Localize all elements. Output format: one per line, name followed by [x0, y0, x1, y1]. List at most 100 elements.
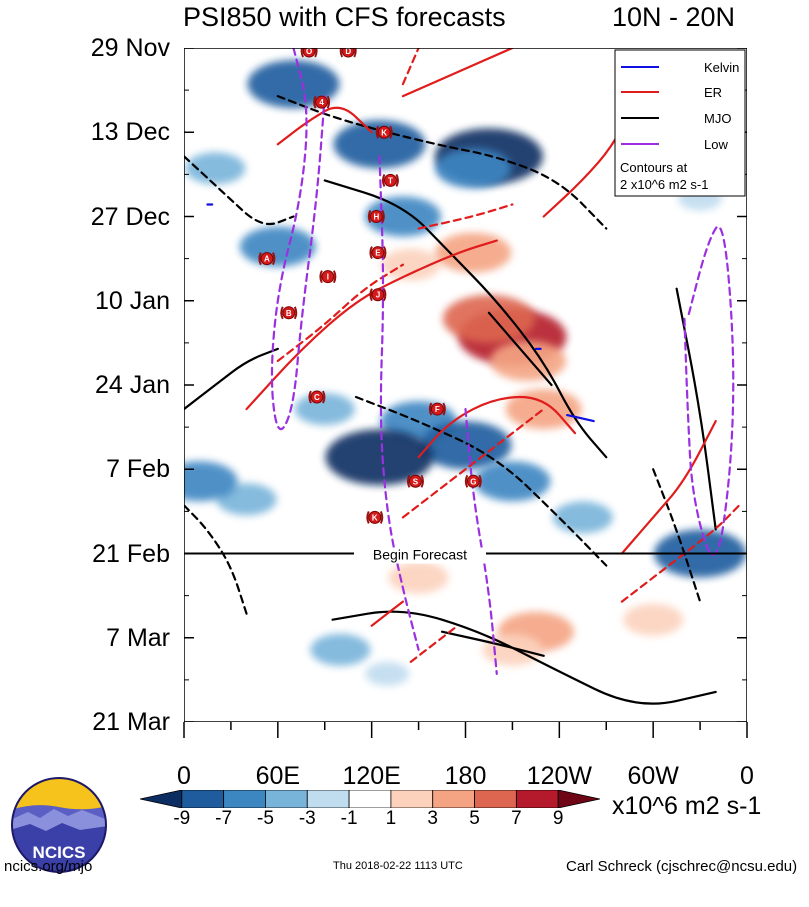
storm-label: G [470, 477, 476, 486]
storm-arm [379, 510, 384, 524]
latitude-band-label: 10N - 20N [612, 2, 736, 32]
storm-arm [353, 48, 357, 58]
legend-label-er: ER [704, 85, 722, 100]
anomaly-blob [435, 232, 512, 273]
contour-mjo [184, 155, 295, 226]
anomaly-blob [247, 60, 340, 109]
storm-dot [408, 474, 422, 488]
forecast-line-group: Begin Forecast [184, 547, 747, 564]
storm-label: C [314, 393, 320, 402]
storm-arm [293, 306, 298, 320]
storm-marker: I [319, 270, 337, 284]
contour-mjo [354, 395, 608, 567]
storm-arm [383, 288, 387, 302]
anomaly-blob [631, 336, 676, 361]
storm-label: K [372, 513, 378, 522]
colorbar-segment [432, 790, 475, 808]
storm-label: T [388, 176, 393, 185]
storm-label: H [373, 213, 379, 222]
anomaly-blob [435, 148, 512, 189]
storm-arm [339, 48, 344, 58]
storm-dot [430, 402, 444, 416]
storm-dot [260, 252, 274, 266]
storm-arm [375, 125, 380, 139]
storm-dot [369, 210, 383, 223]
legend-box [614, 49, 746, 197]
storm-label: O [306, 48, 312, 56]
storm-arm [367, 210, 372, 223]
anomaly-blob [442, 294, 535, 343]
logo-text: NCICS [33, 843, 86, 862]
hovmoller-plot: O D 4 K T H E A I J B C F S G K Begin Forecast Kelvin E… [184, 48, 747, 722]
storm-dot [341, 48, 355, 58]
chart-title: PSI850 with CFS forecasts [183, 2, 506, 32]
storm-label: B [286, 309, 292, 318]
contour-mjo [184, 504, 248, 615]
anomaly-blob [552, 501, 613, 534]
x-axis-ticks [183, 722, 748, 738]
y-tick-label: 29 Nov [90, 34, 170, 62]
storm-dot [383, 173, 397, 187]
footer-website-link[interactable]: ncics.org/mjo [4, 858, 93, 875]
colorbar-tick-label: -9 [173, 808, 191, 829]
contour-low [683, 225, 735, 556]
storm-label: A [264, 255, 270, 264]
storm-markers: O D 4 K T H E A I J B C F S G K [258, 48, 482, 524]
colorbar-tick-label: 1 [385, 808, 397, 829]
storm-marker: C [308, 390, 326, 404]
storm-marker: O [300, 48, 318, 58]
storm-marker: K [375, 125, 393, 139]
anomaly-blob [678, 637, 723, 662]
storm-marker: 4 [313, 95, 331, 109]
storm-arm [314, 48, 318, 58]
storm-marker: T [381, 173, 399, 187]
storm-arm [271, 252, 276, 266]
colorbar-segment [557, 790, 600, 808]
contour-mjo [675, 287, 717, 531]
storm-arm [308, 390, 312, 404]
y-tick-label: 21 Mar [92, 708, 170, 736]
storm-arm [313, 95, 317, 109]
storm-marker: G [464, 474, 482, 488]
contour-kelvin [566, 413, 595, 423]
footer-author: Carl Schreck (cjschrec@ncsu.edu) [566, 858, 798, 875]
storm-marker: S [406, 474, 424, 488]
storm-arm [420, 474, 424, 488]
storm-label: I [327, 273, 329, 282]
anomaly-blob [490, 340, 567, 381]
storm-arm [383, 246, 387, 260]
anomaly-blob [380, 248, 441, 281]
storm-marker: F [428, 402, 446, 416]
storm-marker: A [258, 252, 276, 266]
legend-label-kelvin: Kelvin [704, 60, 739, 75]
storm-dot [466, 474, 480, 488]
colorbar-segment [474, 790, 517, 808]
legend-label-mjo: MJO [704, 111, 731, 126]
storm-arm [428, 402, 433, 416]
storm-dot [282, 306, 296, 320]
colorbar-segment [390, 790, 434, 808]
storm-arm [406, 474, 411, 488]
forecast-label: Begin Forecast [373, 547, 467, 563]
x-tick-label: 0 [177, 762, 191, 790]
legend: Kelvin ER MJO Low Contours at 2 x10^6 m2… [614, 49, 746, 197]
anomaly-blob [474, 461, 551, 502]
y-tick-label: 10 Jan [94, 286, 170, 315]
storm-arm [389, 125, 393, 139]
contour-low [464, 407, 498, 675]
storm-dot [321, 270, 335, 284]
contour-er [401, 48, 514, 98]
colorbar-tick-label: -5 [257, 808, 274, 829]
contour-er [620, 504, 741, 603]
anomaly-blob [185, 152, 246, 185]
storm-dot [302, 48, 316, 58]
storm-label: F [435, 405, 440, 414]
legend-note-line1: Contours at [620, 160, 688, 175]
contour-er [401, 48, 420, 86]
colorbar-segment [140, 790, 183, 808]
anomaly-blob [333, 120, 426, 169]
contour-er [417, 203, 514, 230]
x-tick-label: 180 [444, 762, 487, 790]
storm-arm [280, 306, 284, 320]
contour-mjo [652, 468, 702, 603]
